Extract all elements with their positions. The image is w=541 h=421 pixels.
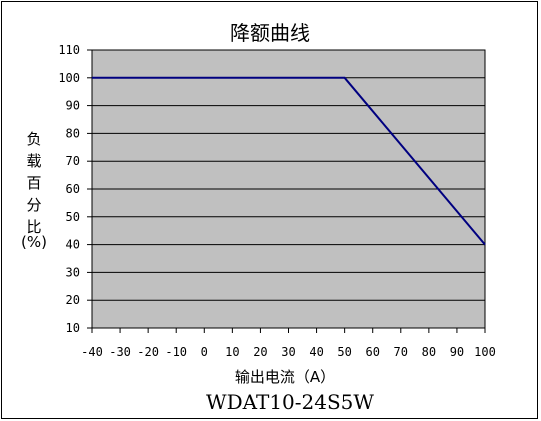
y-tick-label: 60 <box>66 182 80 196</box>
y-tick-label: 20 <box>66 293 80 307</box>
x-tick-labels: -40 -30 -20 -10 0 10 20 30 40 50 60 70 80 90 100 <box>81 345 496 359</box>
y-tick-label: 30 <box>66 265 80 279</box>
y-tick-label: 70 <box>66 154 80 168</box>
series-line <box>92 76 486 246</box>
y-axis-label-char: 负 <box>26 130 41 148</box>
x-tick-label: 90 <box>450 345 464 359</box>
y-axis-label-char: (%) <box>21 233 47 251</box>
x-tick-label: -20 <box>137 345 159 359</box>
y-tick-label: 90 <box>66 99 80 113</box>
y-tick-label: 100 <box>58 71 80 85</box>
x-tick-label: 20 <box>253 345 267 359</box>
y-axis-label-char: 载 <box>26 152 41 170</box>
x-tick-label: -10 <box>165 345 187 359</box>
y-tick-label: 110 <box>58 43 80 57</box>
series-group <box>92 76 486 246</box>
chart-title: 降额曲线 <box>230 21 310 45</box>
x-tick-label: 80 <box>422 345 436 359</box>
x-tick-label: -40 <box>81 345 103 359</box>
y-tick-labels: 110 100 90 80 70 60 50 40 30 20 10 <box>58 43 80 335</box>
x-tick-label: 60 <box>365 345 379 359</box>
x-tick-label: 10 <box>225 345 239 359</box>
x-tick-label: 70 <box>394 345 408 359</box>
x-tick-label: 50 <box>337 345 351 359</box>
x-tick-label: 40 <box>309 345 323 359</box>
y-axis-label-char: 比 <box>26 218 41 236</box>
x-tick-label: -30 <box>109 345 131 359</box>
y-tick-label: 80 <box>66 126 80 140</box>
y-axis-label-char: 百 <box>26 174 41 192</box>
x-tick-label: 30 <box>281 345 295 359</box>
y-tick-label: 50 <box>66 210 80 224</box>
x-tick-label: 0 <box>201 345 208 359</box>
y-tick-label: 10 <box>66 321 80 335</box>
x-axis-label: 输出电流（A） <box>235 368 335 386</box>
x-tick-label: 100 <box>474 345 496 359</box>
y-axis-label-char: 分 <box>26 196 41 214</box>
y-tick-label: 40 <box>66 238 80 252</box>
model-label: WDAT10-24S5W <box>206 390 374 414</box>
